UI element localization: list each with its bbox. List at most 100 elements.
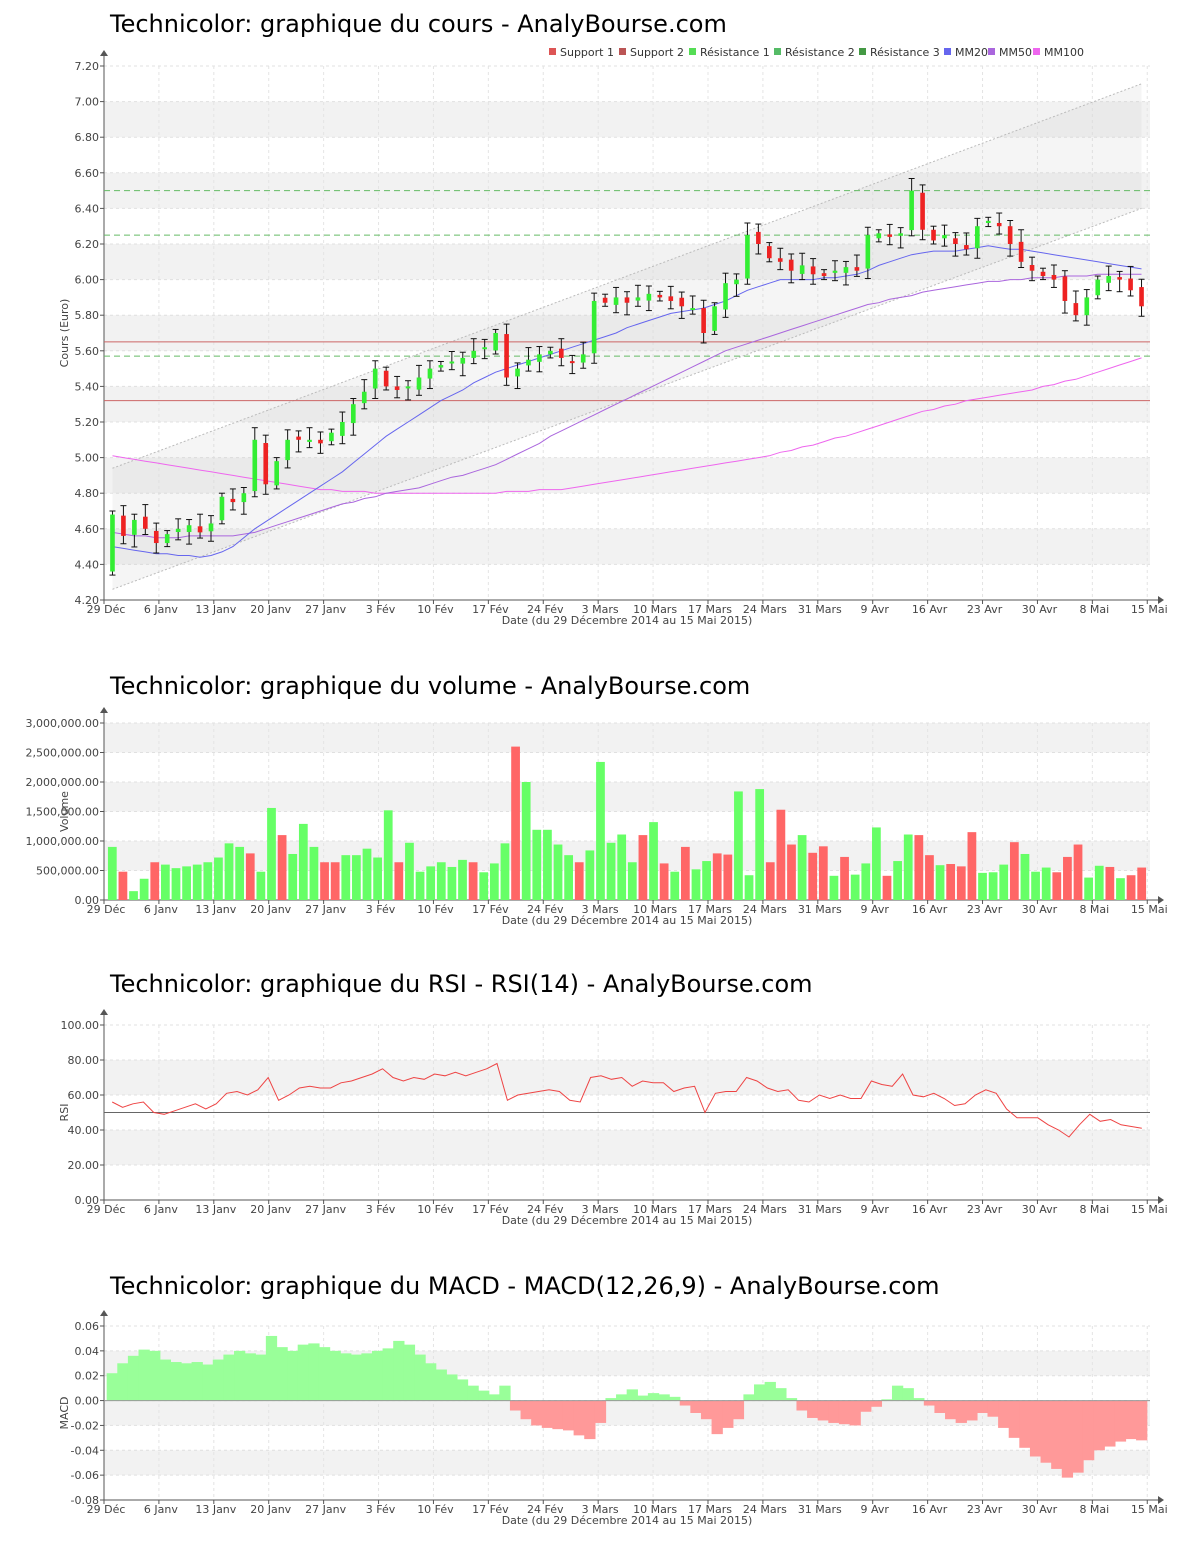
x-axis-arrow [1158, 896, 1164, 904]
macd-area-segment [955, 1400, 967, 1423]
macd-area-segment [531, 1400, 543, 1426]
macd-area-segment [255, 1354, 267, 1401]
volume-bar [935, 865, 945, 900]
y-tick-label: 60.00 [68, 1089, 100, 1102]
macd-area-segment [711, 1400, 723, 1435]
volume-bar [755, 789, 765, 900]
candle-body [471, 350, 477, 358]
candle-body [493, 333, 498, 351]
candle-body [132, 519, 137, 535]
candle-body [449, 361, 455, 364]
macd-area-segment [1114, 1400, 1127, 1442]
x-tick-label: 31 Mars [798, 1203, 842, 1216]
candle-body [274, 461, 279, 486]
y-tick-label: -0.04 [71, 1444, 99, 1457]
candle-body [482, 347, 487, 350]
candle-body [613, 297, 619, 305]
y-tick-label: 5.00 [75, 452, 100, 465]
candle-body [263, 443, 269, 485]
legend-swatch [774, 48, 781, 55]
x-tick-label: 29 Déc [87, 1503, 126, 1516]
macd-area-segment [1051, 1400, 1063, 1469]
macd-area-segment [1019, 1400, 1031, 1448]
candle-body [504, 334, 509, 378]
y-tick-label: 0.06 [75, 1320, 100, 1333]
candle-body [340, 422, 345, 436]
x-tick-label: 13 Janv [195, 603, 236, 616]
macd-area-segment [743, 1394, 755, 1401]
x-tick-label: 17 Fév [472, 603, 509, 616]
x-axis-title: Date (du 29 Décembre 2014 au 15 Mai 2015… [502, 1214, 753, 1227]
volume-bar [903, 834, 913, 900]
volume-bar [245, 853, 255, 900]
y-tick-label: -0.02 [71, 1419, 99, 1432]
candle-body [175, 528, 181, 533]
candle-body [153, 530, 159, 544]
macd-area-segment [403, 1344, 416, 1401]
volume-bar [1041, 867, 1051, 900]
macd-area-segment [297, 1344, 309, 1401]
candle-body [756, 231, 761, 244]
candle-body [931, 229, 936, 241]
y-tick-label: 6.60 [75, 167, 100, 180]
volume-bar [691, 869, 701, 900]
trend-line-upper [112, 83, 1142, 469]
candle-body [438, 365, 444, 368]
mm50-line [112, 273, 1142, 539]
candle-body [164, 534, 170, 544]
y-tick-label: 1,500,000.00 [26, 806, 99, 819]
macd-area-segment [658, 1394, 670, 1401]
volume-bar [818, 846, 828, 900]
macd-area-segment [796, 1400, 808, 1411]
candle-body [405, 386, 411, 389]
macd-area-segment [669, 1396, 681, 1401]
volume-bar [543, 829, 552, 900]
volume-bar [606, 842, 616, 900]
macd-area-segment [1029, 1400, 1042, 1457]
y-tick-label: 4.60 [75, 523, 100, 536]
volume-bar [1063, 856, 1072, 900]
macd-area-segment [987, 1400, 999, 1417]
y-tick-label: 0.02 [75, 1370, 100, 1383]
y-tick-label: 500,000.00 [36, 865, 99, 878]
volume-bar [893, 861, 902, 900]
y-tick-label: 7.00 [75, 96, 100, 109]
x-tick-label: 13 Janv [195, 1203, 236, 1216]
candle-body [241, 493, 247, 503]
y-tick-label: 0.00 [75, 1194, 100, 1207]
mm20-line [112, 245, 1142, 558]
volume-bar [489, 863, 499, 900]
macd-area-segment [425, 1363, 437, 1401]
y-tick-label: 6.80 [75, 131, 100, 144]
x-tick-label: 20 Janv [250, 603, 291, 616]
macd-area-segment [478, 1390, 490, 1401]
volume-bar [617, 834, 627, 900]
chart-band [104, 244, 1150, 280]
candle-body [296, 436, 301, 440]
volume-bar [1116, 878, 1125, 900]
chart-band [104, 1060, 1150, 1095]
candle-body [351, 404, 356, 424]
macd-area-segment [308, 1343, 320, 1401]
x-tick-label: 24 Fév [527, 1503, 564, 1516]
x-tick-label: 31 Mars [798, 603, 842, 616]
x-tick-label: 9 Avr [861, 603, 890, 616]
x-tick-label: 16 Avr [912, 603, 948, 616]
x-tick-label: 6 Janv [144, 903, 178, 916]
candle-body [1073, 303, 1079, 316]
candle-body [197, 526, 203, 533]
candle-body [788, 259, 794, 271]
y-axis-title: Volume [58, 791, 71, 832]
candle-body [996, 222, 1002, 227]
x-tick-label: 24 Mars [743, 603, 787, 616]
candle-body [383, 370, 389, 387]
macd-area-segment [881, 1399, 893, 1401]
y-tick-label: 0.04 [75, 1345, 100, 1358]
macd-chart-title: Technicolor: graphique du MACD - MACD(12… [110, 1272, 940, 1300]
macd-area-segment [456, 1379, 469, 1401]
candle-body [515, 368, 520, 377]
volume-bar [1009, 842, 1019, 900]
chart-band [104, 1130, 1150, 1165]
volume-bar [235, 846, 245, 900]
macd-area-segment [191, 1362, 203, 1401]
